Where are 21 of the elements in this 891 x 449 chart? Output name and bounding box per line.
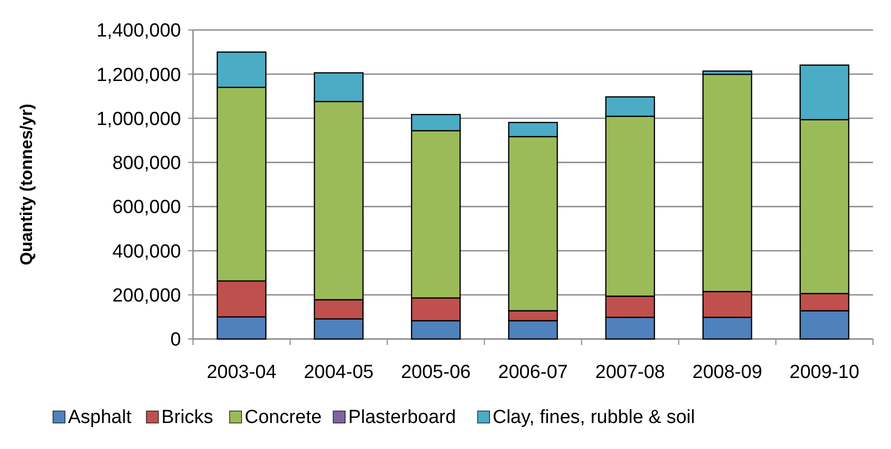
y-tick-label: 200,000 (112, 286, 181, 307)
y-tick-label: 1,400,000 (96, 20, 181, 42)
legend-label: Plasterboard (348, 407, 456, 428)
y-axis-title: Quantity (tonnes/yr) (17, 104, 36, 266)
x-tick-label: 2007-08 (595, 362, 666, 383)
x-tick-label: 2006-07 (498, 362, 568, 383)
legend-label: Clay, fines, rubble & soil (492, 407, 696, 428)
x-tick-label: 2005-06 (400, 362, 471, 383)
y-tick-label: 0 (170, 330, 181, 351)
x-tick-label: 2009-10 (790, 362, 860, 383)
y-tick-label: 400,000 (112, 241, 181, 262)
legend-label: Concrete (244, 407, 322, 428)
x-tick-label: 2008-09 (692, 362, 762, 383)
y-tick-label: 1,000,000 (96, 108, 181, 130)
y-tick-label: 1,200,000 (96, 64, 181, 86)
legend-label: Asphalt (68, 407, 132, 428)
y-tick-label: 600,000 (112, 197, 181, 218)
legend-label: Bricks (161, 407, 214, 428)
x-tick-label: 2003-04 (206, 362, 277, 383)
x-tick-label: 2004-05 (304, 362, 374, 383)
y-tick-label: 800,000 (112, 153, 181, 174)
